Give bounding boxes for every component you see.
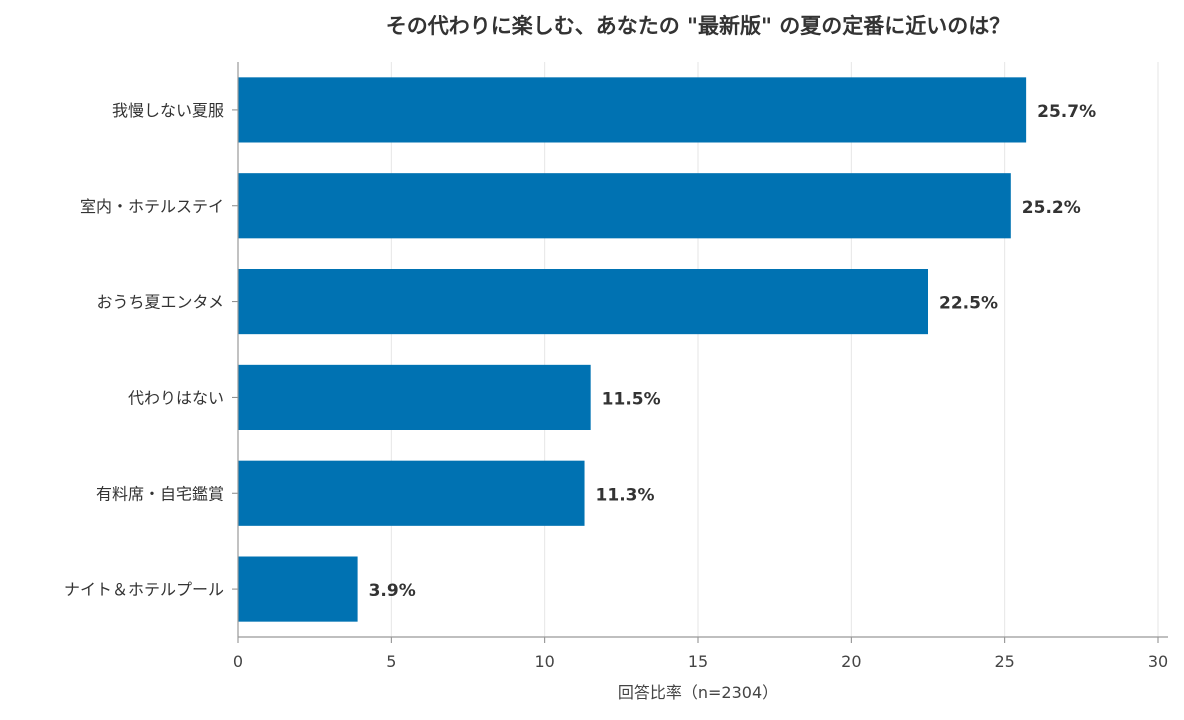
value-label: 25.7% <box>1037 102 1096 122</box>
bars <box>238 77 1027 622</box>
bar <box>238 77 1027 143</box>
x-tick-label: 15 <box>688 652 708 671</box>
x-tick-label: 30 <box>1148 652 1168 671</box>
category-label: おうち夏エンタメ <box>96 293 224 312</box>
value-label: 11.5% <box>602 389 661 409</box>
category-label: 室内・ホテルステイ <box>80 197 224 216</box>
category-label: 有料席・自宅鑑賞 <box>96 484 224 503</box>
x-tick-label: 25 <box>994 652 1014 671</box>
value-label: 11.3% <box>596 485 655 505</box>
value-label: 25.2% <box>1022 198 1081 218</box>
x-tick-labels: 0 5 10 15 20 25 30 <box>233 652 1168 671</box>
category-label: 代わりはない <box>128 388 224 407</box>
category-label: 我慢しない夏服 <box>112 101 224 120</box>
value-labels: 25.7% 25.2% 22.5% 11.5% 11.3% 3.9% <box>369 102 1097 601</box>
category-labels: 我慢しない夏服室内・ホテルステイおうち夏エンタメ代わりはない有料席・自宅鑑賞ナイ… <box>64 101 224 599</box>
bar <box>238 556 358 622</box>
value-label: 3.9% <box>369 581 416 601</box>
category-label: ナイト＆ホテルプール <box>64 580 224 599</box>
gridlines <box>390 62 1159 637</box>
bar <box>238 173 1011 239</box>
x-axis-title: 回答比率（n=2304） <box>618 683 778 702</box>
chart-title: その代わりに楽しむ、あなたの "最新版" の夏の定番に近いのは？ <box>385 14 1011 38</box>
axes <box>232 62 1168 643</box>
x-tick-label: 5 <box>386 652 396 671</box>
x-tick-label: 0 <box>233 652 243 671</box>
x-tick-label: 20 <box>841 652 861 671</box>
bar <box>238 460 585 526</box>
bar <box>238 364 591 430</box>
value-label: 22.5% <box>939 294 998 314</box>
x-tick-label: 10 <box>534 652 554 671</box>
bar <box>238 269 928 335</box>
